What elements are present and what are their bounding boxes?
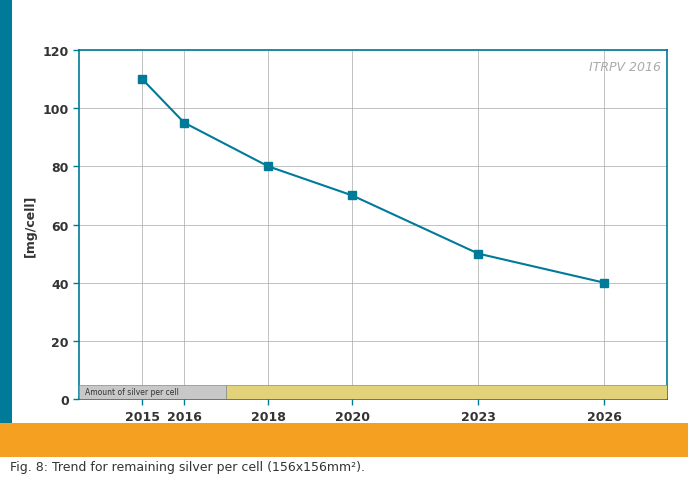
Text: ITRPV 2016: ITRPV 2016 bbox=[590, 61, 661, 74]
Text: Fig. 8: Trend for remaining silver per cell (156x156mm²).: Fig. 8: Trend for remaining silver per c… bbox=[10, 460, 365, 473]
Text: Amount of silver per cell: Amount of silver per cell bbox=[85, 388, 180, 396]
Bar bbox=[79, 385, 226, 399]
Legend: Amount of silver per cell: Amount of silver per cell bbox=[285, 425, 462, 447]
Bar bbox=[226, 385, 667, 399]
Y-axis label: [mg/cell]: [mg/cell] bbox=[24, 194, 37, 256]
